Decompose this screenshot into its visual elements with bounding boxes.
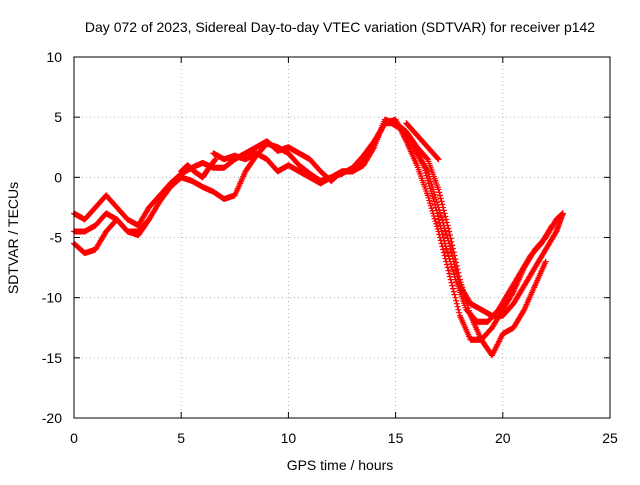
data-point xyxy=(435,156,442,163)
y-tick-label: 5 xyxy=(54,109,62,125)
data-point xyxy=(456,273,463,280)
data-point xyxy=(438,198,445,205)
data-point xyxy=(520,307,527,314)
x-tick-label: 0 xyxy=(70,430,78,446)
data-point xyxy=(456,309,463,316)
data-point xyxy=(452,255,459,262)
data-point xyxy=(446,228,453,235)
data-point xyxy=(559,210,566,217)
points-layer xyxy=(71,116,566,359)
data-point xyxy=(444,264,451,271)
data-point xyxy=(453,297,460,304)
data-point xyxy=(446,270,453,277)
data-point xyxy=(452,294,459,301)
data-point xyxy=(441,237,448,244)
data-point xyxy=(445,225,452,232)
data-point xyxy=(450,288,457,295)
data-point xyxy=(440,249,447,256)
data-point xyxy=(146,216,153,223)
data-point xyxy=(435,213,442,220)
data-point xyxy=(440,246,447,253)
data-point xyxy=(453,300,460,307)
x-tick-label: 5 xyxy=(177,430,185,446)
data-point xyxy=(542,258,549,265)
data-point xyxy=(440,234,447,241)
data-point xyxy=(450,285,457,292)
data-point xyxy=(434,210,441,217)
data-point xyxy=(449,282,456,289)
y-axis-label: SDTVAR / TECUs xyxy=(5,182,21,294)
y-tick-label: -10 xyxy=(42,290,62,306)
y-tick-label: 0 xyxy=(54,169,62,185)
y-tick-label: -20 xyxy=(42,410,62,426)
data-point xyxy=(437,195,444,202)
chart-title: Day 072 of 2023, Sidereal Day-to-day VTE… xyxy=(85,19,595,35)
data-point xyxy=(441,252,448,259)
data-point xyxy=(443,216,450,223)
data-point xyxy=(446,231,453,238)
x-axis-label: GPS time / hours xyxy=(287,457,394,473)
x-tick-label: 10 xyxy=(281,430,297,446)
data-point xyxy=(450,249,457,256)
data-point xyxy=(442,213,449,220)
data-point xyxy=(549,222,556,229)
data-point xyxy=(443,219,450,226)
data-point xyxy=(423,155,430,162)
data-point xyxy=(451,252,458,259)
data-point xyxy=(212,156,219,163)
data-point xyxy=(453,259,460,266)
data-point xyxy=(447,235,454,242)
data-point xyxy=(448,279,455,286)
data-point xyxy=(444,222,451,229)
data-point xyxy=(445,267,452,274)
data-point xyxy=(437,222,444,229)
data-point xyxy=(435,186,442,193)
y-tick-label: 10 xyxy=(46,49,62,65)
data-point xyxy=(441,210,448,217)
data-point xyxy=(548,223,555,230)
data-point xyxy=(439,231,446,238)
tick-layer: 0 5 10 15 20 25 -20 -15 -10 -5 0 5 10 xyxy=(42,49,618,446)
data-point xyxy=(455,269,462,276)
data-point xyxy=(145,217,152,224)
data-point xyxy=(440,207,447,214)
data-point xyxy=(431,201,438,208)
data-point xyxy=(454,266,461,273)
data-point xyxy=(448,238,455,245)
data-point xyxy=(432,204,439,211)
data-point xyxy=(450,245,457,252)
series-track-4 xyxy=(388,120,556,325)
x-tick-label: 20 xyxy=(495,430,511,446)
series-track-5 xyxy=(403,120,442,163)
series-track-6 xyxy=(178,156,219,181)
data-point xyxy=(449,242,456,249)
x-tick-label: 15 xyxy=(388,430,404,446)
y-tick-label: -5 xyxy=(50,230,63,246)
data-point xyxy=(438,228,445,235)
data-point xyxy=(434,155,441,162)
data-point xyxy=(438,225,445,232)
y-tick-label: -15 xyxy=(42,350,62,366)
data-point xyxy=(431,198,438,205)
data-point xyxy=(370,145,377,152)
data-point xyxy=(454,303,461,310)
data-point xyxy=(436,189,443,196)
x-tick-label: 25 xyxy=(602,430,618,446)
data-point xyxy=(440,204,447,211)
data-point xyxy=(451,291,458,298)
data-point xyxy=(439,201,446,208)
data-point xyxy=(453,262,460,269)
data-point xyxy=(435,216,442,223)
data-point xyxy=(455,306,462,313)
data-point xyxy=(437,192,444,199)
data-point xyxy=(436,219,443,226)
data-point xyxy=(433,207,440,214)
